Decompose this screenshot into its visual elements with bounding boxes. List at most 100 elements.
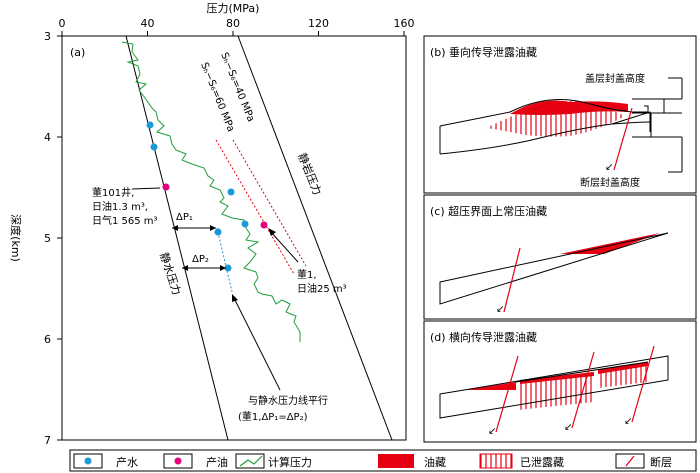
fault-line (613, 107, 633, 171)
ref-line-60mpa (232, 139, 307, 267)
parallel-label-line1: 与静水压力线平行 (248, 394, 328, 407)
fault-arrow-icon: ↙ (564, 422, 572, 433)
parallel-arrow (233, 297, 281, 391)
legend-calc-box (235, 453, 265, 469)
y-tick-7: 7 (44, 434, 51, 447)
dong101-label-line2: 日油1.3 m³, (92, 200, 148, 213)
fault-line (631, 345, 655, 423)
lithostatic-label: 静岩压力 (295, 151, 324, 197)
oil-point (260, 221, 268, 229)
main-panel: 0 40 80 120 160 压力(MPa) 3 4 5 6 7 深度(km)… (9, 2, 415, 447)
dp1-arrowhead-left (172, 225, 178, 231)
x-tick-40: 40 (141, 17, 155, 30)
panel-b-frame (423, 35, 697, 194)
layer-right (611, 111, 651, 132)
water-point (214, 228, 222, 236)
x-tick-0: 0 (59, 17, 66, 30)
fault-arrow-icon: ↙ (605, 162, 613, 173)
fault-height-label: 断层封盖高度 (580, 176, 640, 189)
legend-oil-label: 产油 (206, 455, 228, 469)
y-tick-6: 6 (44, 333, 51, 346)
dp2-label: ΔP₂ (192, 254, 209, 265)
dong1-label-line2: 日油25 m³ (297, 282, 347, 295)
panel-b: (b) 垂向传导泄露油藏 ↙ 盖层封盖高度 断层封盖高度 (423, 35, 697, 194)
oil-reservoir (560, 233, 660, 254)
y-tick-5: 5 (44, 232, 51, 245)
dp2-arrowhead-left (182, 265, 188, 271)
legend-fault-label: 断层 (650, 455, 672, 469)
water-point (227, 188, 235, 196)
legend-fault-icon (625, 455, 635, 467)
plot-frame (61, 35, 407, 441)
dong1-arrow (269, 230, 299, 263)
water-point (241, 220, 249, 228)
x-tick-80: 80 (226, 17, 240, 30)
legend-reservoir-label: 油藏 (424, 455, 446, 469)
panel-a-tag: (a) (70, 46, 85, 59)
panel-d-frame (423, 320, 697, 443)
panel-d-title: (d) 横向传导泄露油藏 (430, 330, 537, 344)
hydrostatic-line (125, 35, 229, 441)
dong101-label-line3: 日气1 565 m³ (92, 214, 158, 227)
y-tick-4: 4 (44, 131, 51, 144)
legend-leaked-icon (479, 453, 513, 469)
oil-point (162, 183, 170, 191)
legend: 产水 产油 计算压力 油藏 已泄露藏 断层 (69, 449, 697, 472)
fault-line (503, 247, 521, 313)
fault-line (571, 351, 595, 429)
panel-b-title: (b) 垂向传导泄露油藏 (430, 45, 537, 59)
ref-line-40mpa (215, 139, 295, 275)
water-point (146, 121, 154, 129)
legend-leaked-label: 已泄露藏 (520, 456, 564, 469)
layer-top (439, 99, 649, 127)
fault-line (495, 355, 519, 433)
fault-arrow-icon: ↙ (496, 304, 504, 315)
parallel-line (216, 227, 233, 293)
layer-outline (439, 355, 669, 419)
dong101-arrow (131, 187, 161, 190)
y-tick-3: 3 (44, 30, 51, 43)
hydrostatic-label: 静水压力 (157, 251, 184, 297)
panel-c: (c) 超压界面上常压油藏 ↙ (423, 194, 697, 320)
calc-pressure-curve (121, 41, 301, 342)
lithostatic-line (237, 35, 393, 441)
fault-arrow-icon: ↙ (488, 426, 496, 437)
oil-reservoir (510, 100, 628, 115)
legend-calc-icon (239, 455, 263, 467)
dp1-label: ΔP₁ (176, 212, 193, 223)
legend-reservoir-icon (378, 454, 414, 468)
panel-c-frame (423, 194, 697, 320)
legend-water-box (73, 453, 103, 469)
legend-fault-box (615, 453, 645, 469)
dong101-label-line1: 董101井, (92, 186, 134, 199)
x-axis (61, 31, 405, 36)
dp2-arrowhead-right (220, 265, 226, 271)
water-point (224, 264, 232, 272)
y-axis (57, 35, 62, 441)
legend-oil-icon (174, 457, 182, 465)
cap-height-label: 盖层封盖高度 (585, 72, 645, 85)
layer-base (439, 121, 651, 155)
dp1-arrowhead-right (210, 225, 216, 231)
panel-c-title: (c) 超压界面上常压油藏 (430, 204, 547, 218)
legend-calc-label: 计算压力 (268, 455, 312, 469)
legend-frame (69, 449, 697, 472)
oil-reservoir (520, 372, 594, 384)
layer-mid (515, 361, 649, 383)
dong1-label-line1: 董1, (297, 268, 317, 281)
y-axis-title: 深度(km) (9, 214, 23, 262)
legend-water-icon (84, 457, 92, 465)
water-point (150, 143, 158, 151)
x-tick-120: 120 (308, 17, 329, 30)
x-axis-title: 压力(MPa) (207, 2, 260, 15)
dong1-arrowhead (268, 228, 276, 236)
x-tick-160: 160 (394, 17, 415, 30)
legend-water-label: 产水 (116, 455, 138, 469)
layer-outline (439, 232, 669, 305)
oil-reservoir (598, 362, 648, 374)
fault-arrow-icon: ↙ (624, 416, 632, 427)
legend-oil-box (163, 453, 193, 469)
panel-d: (d) 横向传导泄露油藏 ↙ ↙ ↙ (423, 320, 697, 443)
parallel-arrowhead (232, 294, 238, 302)
parallel-label-line2: (董1,ΔP₁=ΔP₂) (238, 410, 308, 423)
